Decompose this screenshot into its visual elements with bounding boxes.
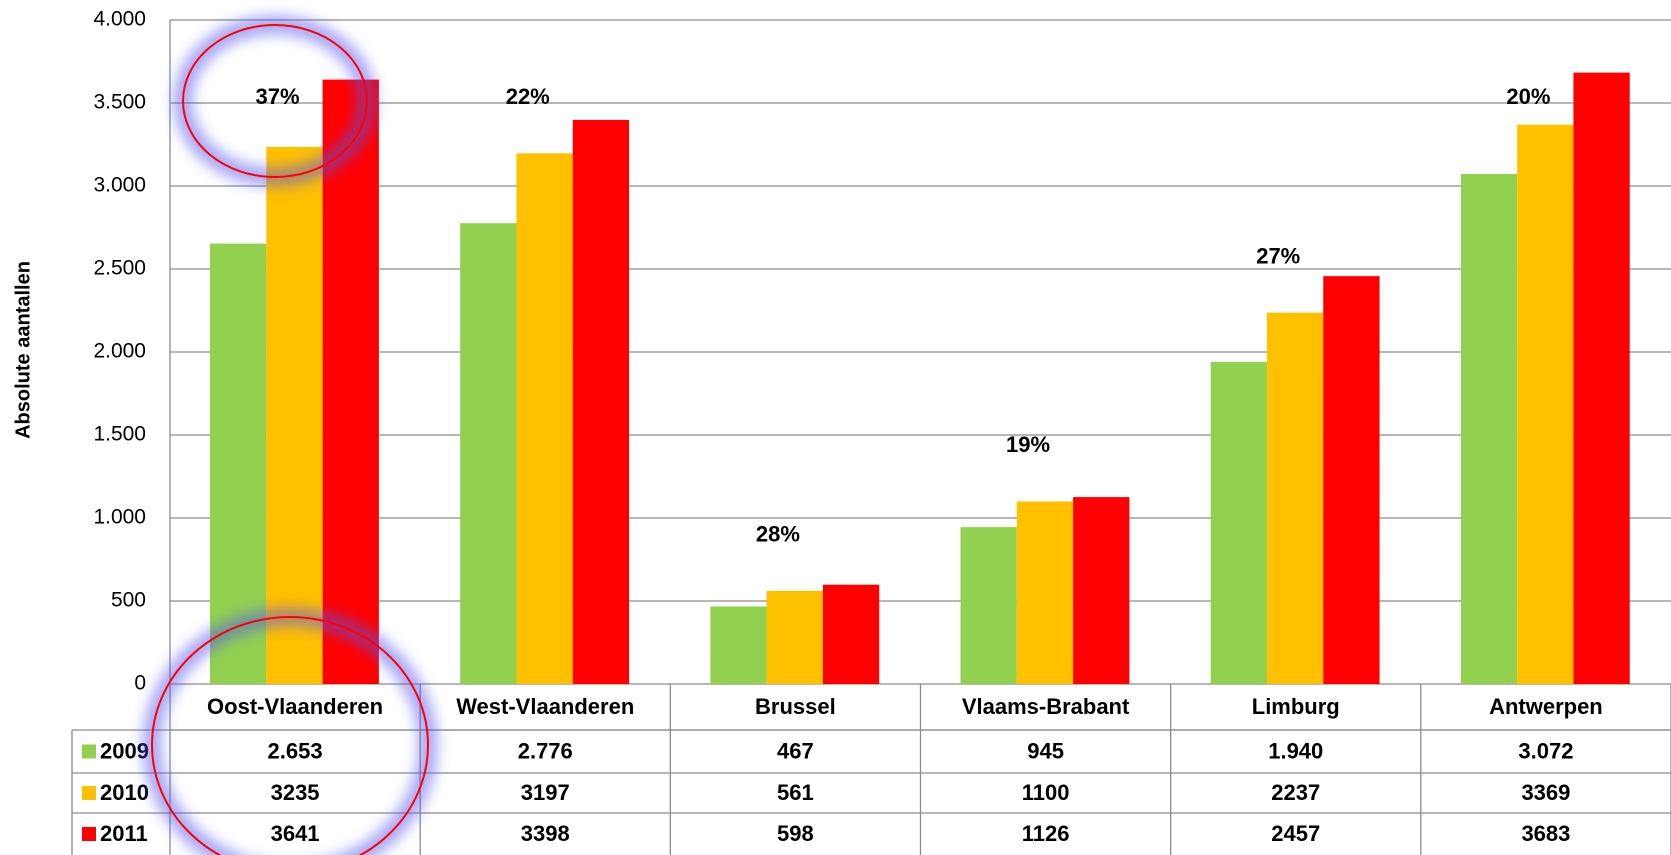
bar — [822, 584, 880, 684]
bar — [1323, 276, 1380, 684]
x-tick-label: Limburg — [1252, 694, 1340, 719]
legend-swatch — [82, 827, 96, 841]
y-axis-label: Absolute aantallen — [12, 261, 34, 439]
y-tick-label: 4.000 — [93, 8, 146, 31]
table-cell: 3369 — [1521, 780, 1570, 805]
bar — [1573, 72, 1630, 684]
legend-swatch — [82, 744, 96, 759]
bar — [1266, 312, 1324, 684]
bar — [710, 606, 767, 684]
x-tick-label: Antwerpen — [1489, 694, 1603, 719]
bar — [266, 146, 323, 685]
y-tick-label: 0 — [134, 672, 146, 695]
bar — [460, 223, 517, 684]
legend-swatch — [82, 786, 96, 800]
table-cell: 598 — [777, 821, 814, 846]
annotation: 19% — [1006, 432, 1050, 457]
table-cell: 2237 — [1271, 780, 1320, 805]
y-tick-label: 1.500 — [93, 423, 146, 446]
table-cell: 945 — [1027, 738, 1064, 763]
table-cell: 3641 — [271, 821, 320, 846]
bar — [1073, 497, 1130, 684]
bar — [322, 79, 379, 685]
table-cell: 3235 — [271, 780, 320, 805]
table-cell: 2.653 — [268, 738, 323, 763]
bar — [1517, 124, 1574, 685]
x-tick-label: West-Vlaanderen — [456, 694, 634, 719]
bar — [960, 527, 1017, 684]
y-tick-label: 2.500 — [93, 257, 146, 280]
x-tick-label: Brussel — [755, 694, 836, 719]
bar — [1016, 501, 1074, 684]
bar — [210, 243, 267, 685]
annotation: 27% — [1256, 243, 1300, 268]
bar — [766, 590, 823, 684]
table-cell: 3197 — [521, 780, 570, 805]
y-tick-label: 1.000 — [93, 506, 146, 529]
legend-label: 2010 — [100, 780, 149, 805]
annotation: 20% — [1506, 84, 1550, 109]
annotation: 22% — [506, 84, 550, 109]
table-cell: 1.940 — [1268, 738, 1323, 763]
annotation: 37% — [256, 84, 300, 109]
legend-label: 2011 — [100, 821, 148, 846]
bar — [516, 153, 573, 685]
y-tick-label: 3.500 — [93, 91, 146, 114]
bar — [1210, 361, 1267, 684]
table-cell: 3.072 — [1518, 738, 1573, 763]
circle-highlight — [151, 616, 429, 855]
table-cell: 561 — [777, 780, 814, 805]
table-cell: 3683 — [1521, 821, 1570, 846]
table-cell: 1100 — [1022, 780, 1070, 805]
y-tick-label: 500 — [111, 589, 146, 612]
table-cell: 467 — [777, 738, 814, 763]
bar — [572, 119, 630, 684]
x-tick-label: Oost-Vlaanderen — [207, 694, 383, 719]
annotation: 28% — [756, 522, 800, 547]
circle-highlight — [182, 24, 368, 178]
legend-label: 2009 — [100, 738, 149, 763]
table-cell: 3398 — [521, 821, 570, 846]
table-cell: 2457 — [1271, 821, 1320, 846]
y-tick-label: 2.000 — [93, 340, 146, 363]
x-tick-label: Vlaams-Brabant — [962, 694, 1130, 719]
y-tick-label: 3.000 — [93, 174, 146, 197]
highlight-circles — [143, 16, 437, 855]
table-cell: 1126 — [1022, 821, 1070, 846]
bar — [1460, 174, 1518, 684]
table-cell: 2.776 — [518, 738, 573, 763]
